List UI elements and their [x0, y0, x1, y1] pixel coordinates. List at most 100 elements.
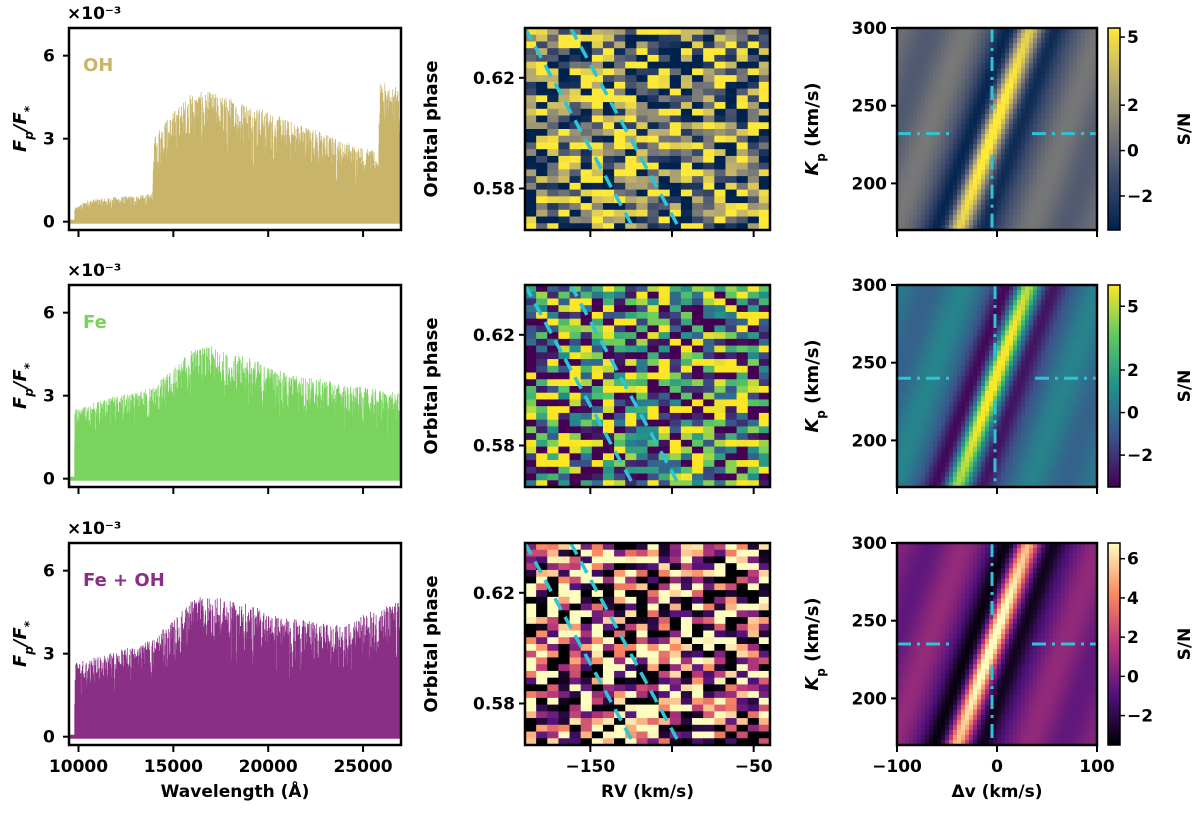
kp-map-cell	[1021, 421, 1026, 427]
kp-map-cell	[1093, 421, 1098, 427]
kp-map-cell	[1045, 199, 1050, 206]
trail-cell	[547, 155, 560, 164]
kp-map-cell	[909, 305, 914, 311]
kp-map-cell	[1089, 103, 1094, 110]
kp-map-cell	[1049, 431, 1054, 438]
kp-map-cell	[1033, 38, 1038, 44]
kp-map-cell	[1025, 441, 1030, 448]
kp-map-cell	[1009, 370, 1014, 377]
trail-cell	[580, 108, 593, 117]
trail-cell	[692, 34, 704, 43]
trail-cell	[536, 209, 548, 218]
trail-cell	[569, 182, 582, 191]
kp-map-cell	[977, 406, 982, 412]
kp-map-cell	[1001, 129, 1006, 135]
kp-map-cell	[941, 300, 946, 306]
kp-map-cell	[1085, 169, 1090, 176]
kp-map-cell	[1013, 159, 1018, 165]
kp-map-cell	[1049, 184, 1054, 191]
kp-map-cell	[913, 406, 918, 412]
trail-cell	[602, 466, 615, 475]
kp-map-cell	[997, 108, 1002, 115]
y-tick-label: 0.58	[473, 179, 515, 199]
trail-cell	[591, 28, 604, 36]
trail-guide-left-line	[523, 284, 636, 488]
kp-map-cell	[977, 421, 982, 427]
kp-map-cell	[941, 441, 946, 448]
kp-map-cell	[973, 365, 978, 372]
kp-map-cell	[1013, 335, 1018, 342]
kp-map-cell	[925, 391, 930, 397]
kp-map-cell	[969, 431, 974, 438]
trail-cell	[558, 81, 571, 90]
kp-map-cell	[965, 108, 970, 115]
kp-map-cell	[1065, 380, 1070, 387]
kp-map-cell	[1037, 184, 1042, 191]
trail-cell	[602, 291, 615, 300]
kp-map-cell	[989, 48, 994, 54]
trail-cell	[669, 135, 682, 144]
trail-cell	[636, 460, 649, 468]
kp-map-cell	[1049, 134, 1054, 140]
kp-map-cell	[1037, 295, 1042, 301]
kp-map-cell	[1025, 411, 1030, 417]
trail-cell	[714, 196, 727, 204]
kp-map-cell	[1061, 58, 1066, 64]
kp-map-cell	[941, 73, 946, 80]
kp-map-cell	[1033, 320, 1038, 326]
trail-cell	[647, 162, 660, 170]
kp-map-cell	[989, 416, 994, 422]
kp-map-cell	[905, 33, 910, 39]
kp-map-cell	[921, 421, 926, 427]
kp-map-cell	[933, 129, 938, 135]
kp-map-cell	[1025, 290, 1030, 296]
kp-map-cell	[1093, 380, 1098, 387]
trail-cell	[636, 115, 649, 123]
kp-map-cell	[1093, 300, 1098, 306]
kp-map-cell	[1077, 380, 1082, 387]
kp-map-cell	[953, 63, 958, 69]
kp-map-cell	[973, 360, 978, 367]
trail-cell	[725, 135, 738, 144]
kp-map-cell	[977, 431, 982, 438]
kp-map-cell	[1065, 103, 1070, 110]
kp-map-cell	[985, 365, 990, 372]
kp-map-cell	[1025, 73, 1030, 80]
kp-map-cell	[917, 103, 922, 110]
kp-map-cell	[905, 134, 910, 140]
trail-cell	[747, 460, 760, 468]
kp-map-cell	[1049, 154, 1054, 160]
kp-map-cell	[929, 98, 934, 105]
kp-map-cell	[1049, 48, 1054, 54]
trail-cell	[636, 81, 649, 90]
kp-map-cell	[997, 365, 1002, 372]
kp-map-cell	[917, 355, 922, 362]
trail-cell	[747, 419, 760, 427]
kp-map-cell	[1085, 118, 1090, 125]
kp-map-cell	[973, 43, 978, 49]
trail-cell	[591, 223, 604, 231]
trail-cell	[725, 379, 738, 387]
trail-cell	[602, 359, 615, 367]
trail-cell	[625, 386, 637, 394]
kp-map-cell	[965, 365, 970, 372]
trail-cell	[602, 473, 615, 481]
kp-map-cell	[989, 355, 994, 362]
kp-map-cell	[1061, 370, 1066, 377]
kp-map-cell	[1089, 214, 1094, 221]
kp-map-cell	[953, 411, 958, 417]
kp-map-cell	[945, 164, 950, 170]
trail-cell	[747, 372, 760, 380]
kp-map-cell	[1053, 204, 1058, 211]
kp-map-cell	[1001, 219, 1006, 226]
kp-map-cell	[925, 93, 930, 100]
kp-map-cell	[933, 38, 938, 44]
kp-map-cell	[1085, 335, 1090, 342]
trail-cell	[658, 473, 671, 481]
kp-map-cell	[1029, 184, 1034, 191]
kp-map-cell	[1009, 83, 1014, 90]
kp-map-cell	[957, 325, 962, 332]
kp-map-cell	[925, 340, 930, 347]
kp-map-cell	[1033, 58, 1038, 64]
trail-cell	[725, 115, 738, 123]
